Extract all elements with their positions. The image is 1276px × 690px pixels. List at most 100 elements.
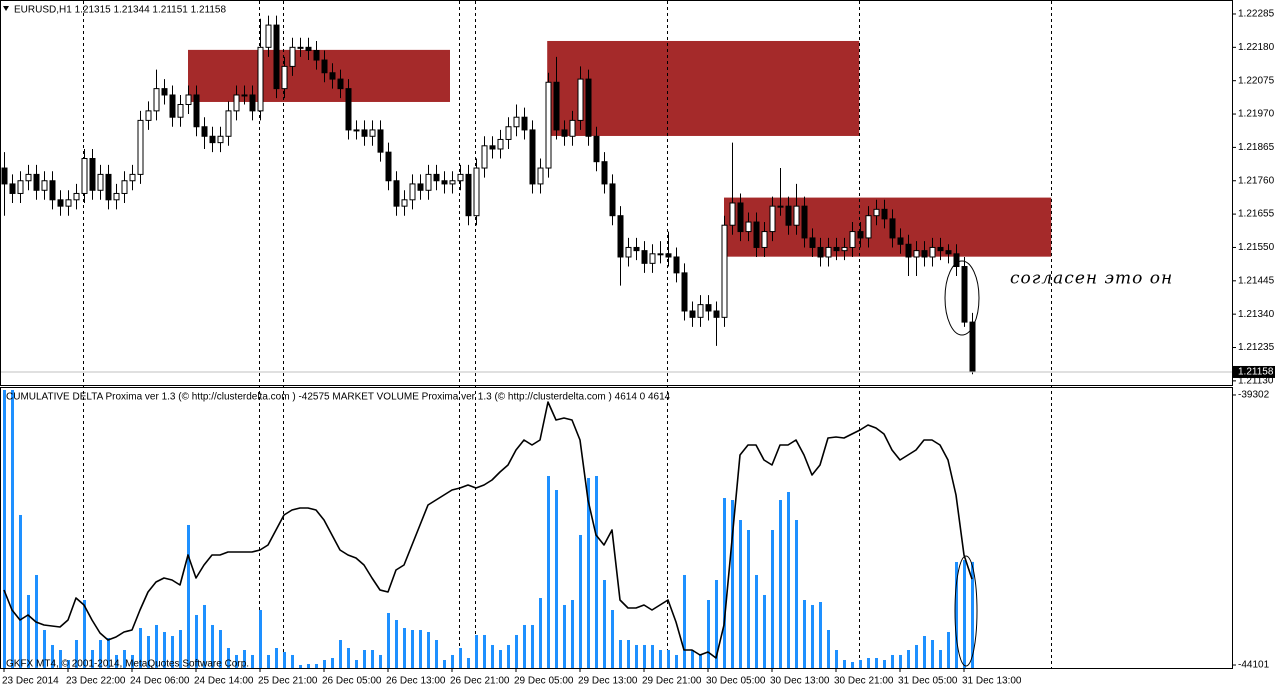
volume-bar [43, 630, 46, 668]
volume-bar [755, 574, 758, 668]
volume-bar [59, 650, 62, 668]
volume-bar [435, 640, 438, 668]
candle-body [873, 208, 880, 217]
candle-body [145, 110, 152, 121]
volume-bar [899, 654, 902, 668]
volume-bar [859, 660, 862, 668]
volume-bar [619, 640, 622, 668]
candle-body [705, 304, 712, 312]
volume-bar [891, 654, 894, 668]
x-tick-label: 23 Dec 2014 [2, 676, 59, 687]
volume-bar [331, 658, 334, 668]
volume-bar [291, 654, 294, 668]
candle-body [377, 129, 384, 153]
candle-body [297, 46, 304, 49]
volume-bar [843, 660, 846, 668]
candle-body [89, 158, 96, 191]
candle-body [9, 183, 16, 194]
volume-bar [211, 624, 214, 668]
volume-bar [267, 654, 270, 668]
candle-body [305, 46, 312, 52]
volume-bar [499, 650, 502, 668]
candle-body [81, 158, 88, 194]
volume-bar [195, 614, 198, 668]
volume-bar [83, 600, 86, 668]
volume-bar [563, 604, 566, 668]
candle-body [97, 173, 104, 191]
last-price-box [1233, 365, 1275, 378]
volume-bar [643, 644, 646, 668]
candle-body [497, 138, 504, 150]
volume-bar [579, 534, 582, 668]
volume-bar [451, 654, 454, 668]
candle-body [561, 129, 568, 137]
volume-bar [955, 562, 958, 668]
volume-bar [803, 600, 806, 668]
volume-bar [827, 630, 830, 668]
candle-body [289, 46, 296, 67]
candle-body [817, 246, 824, 258]
volume-bar [427, 632, 430, 668]
candle-body [313, 50, 320, 61]
y-tick-label: 1.21865 [1238, 142, 1275, 153]
volume-bar [235, 654, 238, 668]
candle-body [769, 205, 776, 233]
volume-bar [3, 390, 6, 668]
y-tick-label: 1.22075 [1238, 75, 1275, 86]
candle-body [17, 180, 24, 194]
volume-bar [547, 476, 550, 668]
volume-bar [131, 654, 134, 668]
candle-body [857, 231, 864, 239]
candle-body [105, 173, 112, 201]
candle-body [385, 151, 392, 182]
candle-body [457, 173, 464, 182]
chart-title: EURUSD,H1 1.21315 1.21344 1.21151 1.2115… [14, 5, 226, 16]
volume-bar [675, 654, 678, 668]
candle-body [665, 253, 672, 258]
candle-body [329, 72, 336, 80]
candle-body [433, 173, 440, 182]
y-tick-label: 1.21655 [1238, 209, 1275, 220]
volume-bar [539, 598, 542, 668]
volume-bar [571, 600, 574, 668]
zones-layer [188, 40, 1052, 257]
candle-body [361, 129, 368, 137]
candle-body [201, 126, 208, 137]
candle-body [249, 94, 256, 112]
candle-body [825, 246, 832, 258]
volume-bar [107, 638, 110, 668]
indicator-title: CUMULATIVE DELTA Proxima ver 1.3 (© http… [6, 392, 671, 403]
candle-body [345, 88, 352, 131]
candle-body [801, 205, 808, 239]
volume-bar [715, 580, 718, 668]
volume-bar [907, 650, 910, 668]
volume-bar [611, 610, 614, 668]
volume-bar [403, 628, 406, 668]
volume-bar [75, 640, 78, 668]
volume-bar [763, 594, 766, 668]
candle-body [369, 129, 376, 137]
volume-bar [867, 658, 870, 668]
x-tick-label: 25 Dec 21:00 [258, 676, 318, 687]
volume-bar [947, 632, 950, 668]
volume-bar [387, 612, 390, 668]
x-tick-label: 29 Dec 13:00 [578, 676, 638, 687]
candle-body [905, 243, 912, 258]
volume-bar [283, 652, 286, 668]
candle-body [689, 310, 696, 318]
candle-body [1, 167, 8, 185]
y-tick-label: -44101 [1238, 660, 1270, 671]
volume-bar [67, 660, 70, 668]
x-tick-label: 26 Dec 21:00 [450, 676, 510, 687]
highlight-ellipse [954, 555, 978, 667]
volume-bar [139, 628, 142, 668]
y-tick-label: 1.22285 [1238, 9, 1275, 20]
volume-bar [467, 658, 470, 668]
candle-body [785, 205, 792, 226]
volume-bar [659, 650, 662, 668]
candle-body [633, 246, 640, 252]
candle-body [273, 24, 280, 90]
volume-bar [307, 664, 310, 668]
symbol-menu-arrow[interactable] [3, 6, 9, 11]
x-tick-label: 26 Dec 05:00 [322, 676, 382, 687]
